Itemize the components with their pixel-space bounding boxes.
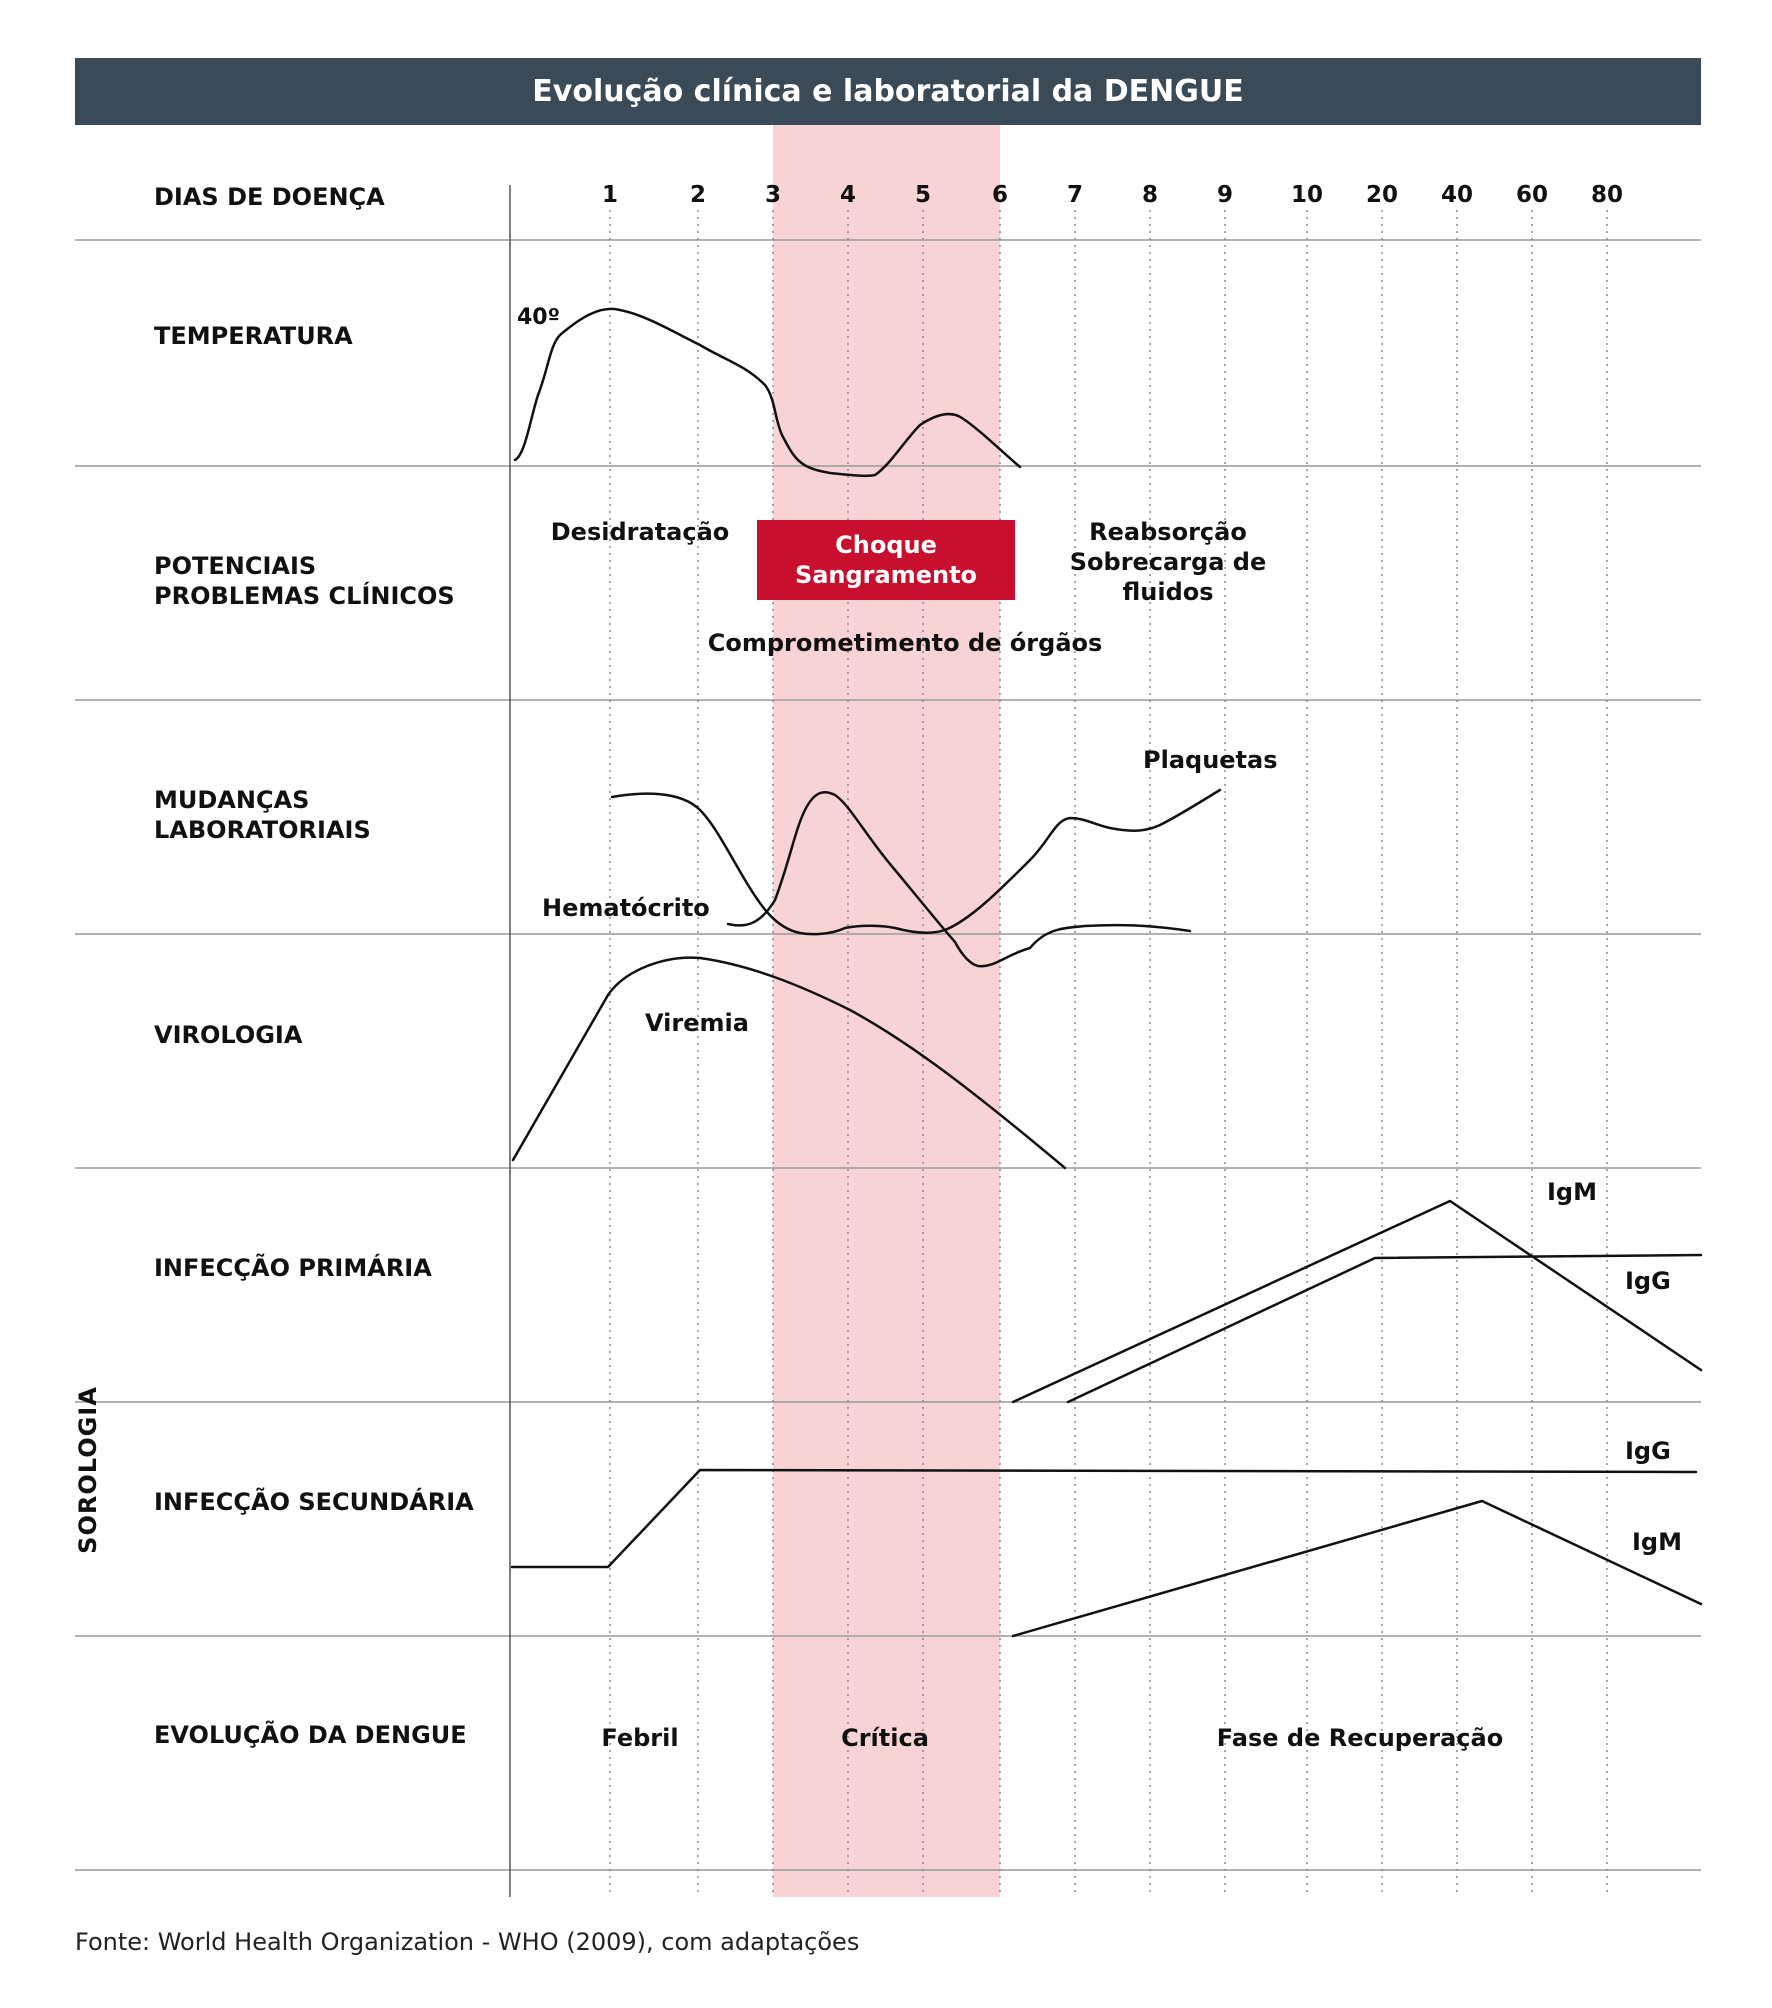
critical-phase-band xyxy=(773,125,1000,1897)
day-label: 20 xyxy=(1365,182,1399,208)
diagram-title: Evolução clínica e laboratorial da DENGU… xyxy=(532,74,1244,109)
secondary-igm-label: IgM xyxy=(1632,1528,1682,1556)
row-label-primaria: INFECÇÃO PRIMÁRIA xyxy=(154,1254,432,1282)
day-gridlines xyxy=(609,210,1608,1897)
source-note: Fonte: World Health Organization - WHO (… xyxy=(75,1928,860,1956)
viremia-curve xyxy=(511,956,1067,1170)
row-label-virologia: VIROLOGIA xyxy=(154,1021,303,1049)
phase-recuperacao: Fase de Recuperação xyxy=(1216,1724,1504,1752)
row-label-potenciais-1: POTENCIAIS xyxy=(154,552,317,580)
phase-critica: Crítica xyxy=(841,1724,929,1752)
phase-febril: Febril xyxy=(601,1724,679,1752)
platelet-curve xyxy=(610,788,1222,936)
day-label: 9 xyxy=(1216,182,1234,208)
day-label: 8 xyxy=(1141,182,1159,208)
temperature-40-mark: 40º xyxy=(517,305,561,330)
day-label: 3 xyxy=(764,182,782,208)
secondary-igm-line xyxy=(1011,1499,1703,1638)
day-label: 60 xyxy=(1515,182,1549,208)
day-label: 5 xyxy=(914,182,932,208)
sobrecarga-label: Sobrecarga de xyxy=(1069,548,1267,576)
row-label-potenciais-2: PROBLEMAS CLÍNICOS xyxy=(154,582,455,610)
primary-igg-line xyxy=(1066,1253,1703,1404)
shock-bleeding-box: Choque Sangramento xyxy=(757,520,1015,600)
day-label: 10 xyxy=(1290,182,1324,208)
desidratacao-label: Desidratação xyxy=(550,518,730,546)
day-label: 6 xyxy=(991,182,1009,208)
days-label: DIAS DE DOENÇA xyxy=(154,183,385,211)
temperature-curve xyxy=(513,307,1022,478)
secondary-igg-line xyxy=(510,1468,1698,1569)
hematocrito-label: Hematócrito xyxy=(542,894,710,922)
sorologia-label: SOROLOGIA xyxy=(74,1386,102,1554)
sangramento-label: Sangramento xyxy=(794,561,978,589)
hematocrit-curve xyxy=(726,791,1192,968)
primary-igm-label: IgM xyxy=(1547,1178,1597,1206)
row-separators xyxy=(75,239,1701,1871)
primary-igm-line xyxy=(1011,1199,1703,1404)
fluidos-label: fluidos xyxy=(1122,578,1214,606)
viremia-label: Viremia xyxy=(645,1009,749,1037)
day-label: 80 xyxy=(1590,182,1624,208)
day-label: 7 xyxy=(1066,182,1084,208)
secondary-igg-label: IgG xyxy=(1625,1437,1671,1465)
row-label-mudancas-2: LABORATORIAIS xyxy=(154,816,371,844)
day-label: 1 xyxy=(601,182,619,208)
title-bar: Evolução clínica e laboratorial da DENGU… xyxy=(75,58,1701,125)
day-label: 4 xyxy=(839,182,857,208)
day-label: 40 xyxy=(1440,182,1474,208)
row-label-evolucao: EVOLUÇÃO DA DENGUE xyxy=(154,1721,467,1749)
reabsorcao-label: Reabsorção xyxy=(1089,518,1247,546)
choque-label: Choque xyxy=(835,531,937,559)
day-label: 2 xyxy=(689,182,707,208)
plaquetas-label: Plaquetas xyxy=(1143,746,1278,774)
row-label-temperatura: TEMPERATURA xyxy=(154,322,353,350)
row-label-secundaria: INFECÇÃO SECUNDÁRIA xyxy=(154,1488,474,1516)
comprometimento-label: Comprometimento de órgãos xyxy=(707,629,1103,657)
primary-igg-label: IgG xyxy=(1625,1267,1671,1295)
row-label-mudancas-1: MUDANÇAS xyxy=(154,786,310,814)
